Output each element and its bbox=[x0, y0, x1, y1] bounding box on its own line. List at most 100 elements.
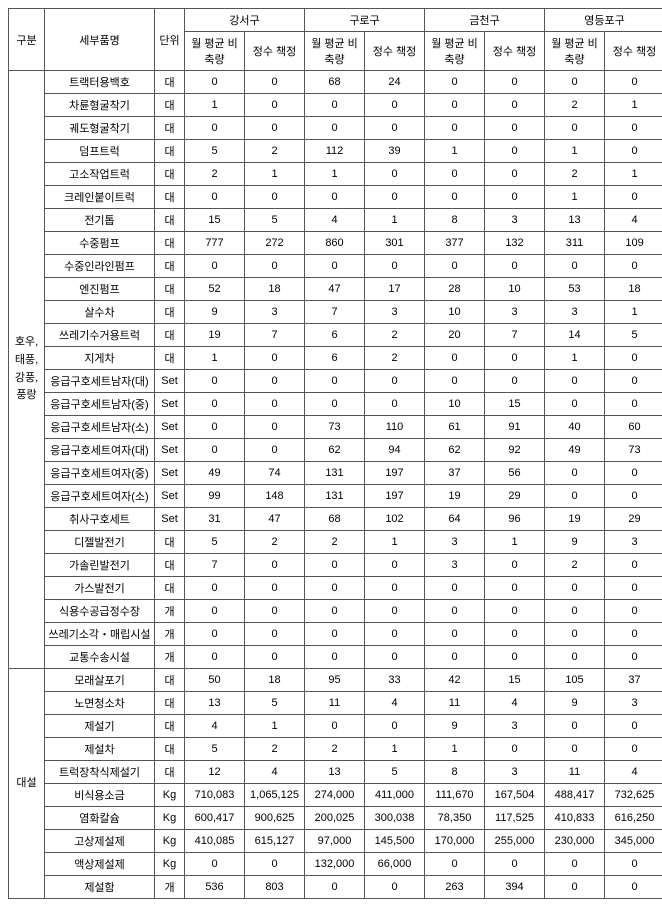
value-cell: 97,000 bbox=[305, 830, 365, 853]
item-name: 수중펌프 bbox=[45, 232, 155, 255]
item-name: 교통수송시설 bbox=[45, 646, 155, 669]
value-cell: 0 bbox=[185, 186, 245, 209]
value-cell: 803 bbox=[245, 876, 305, 899]
item-name: 살수차 bbox=[45, 301, 155, 324]
value-cell: 272 bbox=[245, 232, 305, 255]
item-name: 지게차 bbox=[45, 347, 155, 370]
value-cell: 19 bbox=[185, 324, 245, 347]
value-cell: 19 bbox=[545, 508, 605, 531]
value-cell: 0 bbox=[365, 393, 425, 416]
item-name: 노면청소차 bbox=[45, 692, 155, 715]
table-row: 취사구호세트Set31476810264961929 bbox=[9, 508, 662, 531]
item-name: 응급구호세트여자(소) bbox=[45, 485, 155, 508]
value-cell: 777 bbox=[185, 232, 245, 255]
value-cell: 0 bbox=[305, 117, 365, 140]
header-sub-avg: 월 평균 비축량 bbox=[425, 32, 485, 71]
value-cell: 28 bbox=[425, 278, 485, 301]
header-sub-book: 정수 책정 bbox=[485, 32, 545, 71]
value-cell: 0 bbox=[245, 117, 305, 140]
value-cell: 12 bbox=[185, 761, 245, 784]
value-cell: 3 bbox=[485, 715, 545, 738]
unit-cell: 대 bbox=[155, 278, 185, 301]
value-cell: 73 bbox=[305, 416, 365, 439]
item-name: 응급구호세트여자(중) bbox=[45, 462, 155, 485]
value-cell: 131 bbox=[305, 462, 365, 485]
value-cell: 52 bbox=[185, 278, 245, 301]
value-cell: 49 bbox=[545, 439, 605, 462]
value-cell: 0 bbox=[485, 94, 545, 117]
unit-cell: 대 bbox=[155, 71, 185, 94]
value-cell: 0 bbox=[245, 94, 305, 117]
value-cell: 0 bbox=[485, 370, 545, 393]
value-cell: 0 bbox=[545, 255, 605, 278]
item-name: 취사구호세트 bbox=[45, 508, 155, 531]
value-cell: 96 bbox=[485, 508, 545, 531]
value-cell: 1 bbox=[545, 347, 605, 370]
value-cell: 0 bbox=[185, 600, 245, 623]
value-cell: 0 bbox=[545, 876, 605, 899]
value-cell: 0 bbox=[425, 94, 485, 117]
item-name: 전기톱 bbox=[45, 209, 155, 232]
value-cell: 0 bbox=[245, 347, 305, 370]
value-cell: 0 bbox=[365, 600, 425, 623]
value-cell: 3 bbox=[545, 301, 605, 324]
item-name: 궤도형굴착기 bbox=[45, 117, 155, 140]
unit-cell: Set bbox=[155, 462, 185, 485]
value-cell: 148 bbox=[245, 485, 305, 508]
unit-cell: 대 bbox=[155, 738, 185, 761]
value-cell: 0 bbox=[605, 600, 662, 623]
value-cell: 2 bbox=[305, 738, 365, 761]
value-cell: 111,670 bbox=[425, 784, 485, 807]
value-cell: 2 bbox=[545, 554, 605, 577]
value-cell: 0 bbox=[485, 577, 545, 600]
value-cell: 2 bbox=[365, 347, 425, 370]
value-cell: 0 bbox=[305, 94, 365, 117]
value-cell: 1 bbox=[365, 738, 425, 761]
value-cell: 1 bbox=[605, 94, 662, 117]
value-cell: 1 bbox=[185, 94, 245, 117]
value-cell: 0 bbox=[245, 554, 305, 577]
value-cell: 0 bbox=[425, 71, 485, 94]
value-cell: 61 bbox=[425, 416, 485, 439]
item-name: 모래살포기 bbox=[45, 669, 155, 692]
table-row: 고소작업트럭대21100021 bbox=[9, 163, 662, 186]
value-cell: 3 bbox=[245, 301, 305, 324]
value-cell: 4 bbox=[605, 209, 662, 232]
value-cell: 860 bbox=[305, 232, 365, 255]
value-cell: 64 bbox=[425, 508, 485, 531]
value-cell: 9 bbox=[185, 301, 245, 324]
value-cell: 95 bbox=[305, 669, 365, 692]
value-cell: 0 bbox=[605, 71, 662, 94]
value-cell: 411,000 bbox=[365, 784, 425, 807]
value-cell: 0 bbox=[485, 554, 545, 577]
value-cell: 3 bbox=[605, 531, 662, 554]
value-cell: 66,000 bbox=[365, 853, 425, 876]
value-cell: 33 bbox=[365, 669, 425, 692]
header-district-2: 금천구 bbox=[425, 9, 545, 32]
value-cell: 0 bbox=[425, 255, 485, 278]
unit-cell: 대 bbox=[155, 255, 185, 278]
header-district-0: 강서구 bbox=[185, 9, 305, 32]
unit-cell: 개 bbox=[155, 623, 185, 646]
value-cell: 53 bbox=[545, 278, 605, 301]
value-cell: 0 bbox=[185, 255, 245, 278]
value-cell: 18 bbox=[605, 278, 662, 301]
value-cell: 710,083 bbox=[185, 784, 245, 807]
value-cell: 0 bbox=[245, 646, 305, 669]
value-cell: 0 bbox=[425, 186, 485, 209]
value-cell: 311 bbox=[545, 232, 605, 255]
value-cell: 0 bbox=[545, 393, 605, 416]
value-cell: 200,025 bbox=[305, 807, 365, 830]
value-cell: 0 bbox=[605, 393, 662, 416]
value-cell: 78,350 bbox=[425, 807, 485, 830]
value-cell: 1,065,125 bbox=[245, 784, 305, 807]
value-cell: 0 bbox=[605, 646, 662, 669]
value-cell: 1 bbox=[365, 209, 425, 232]
unit-cell: 대 bbox=[155, 577, 185, 600]
value-cell: 117,525 bbox=[485, 807, 545, 830]
value-cell: 0 bbox=[305, 715, 365, 738]
table-row: 수중펌프대777272860301377132311109 bbox=[9, 232, 662, 255]
unit-cell: Set bbox=[155, 416, 185, 439]
table-row: 전기톱대1554183134 bbox=[9, 209, 662, 232]
unit-cell: 대 bbox=[155, 761, 185, 784]
